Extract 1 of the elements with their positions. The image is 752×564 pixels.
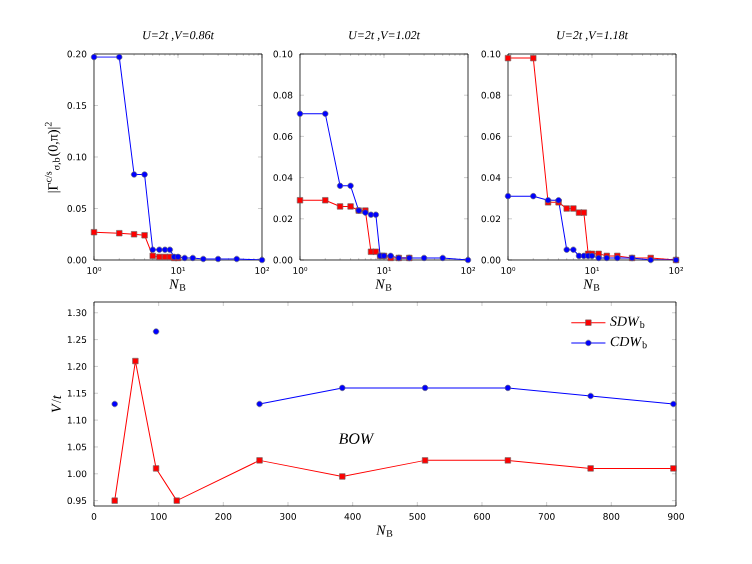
annotation: BOW [338,433,375,445]
